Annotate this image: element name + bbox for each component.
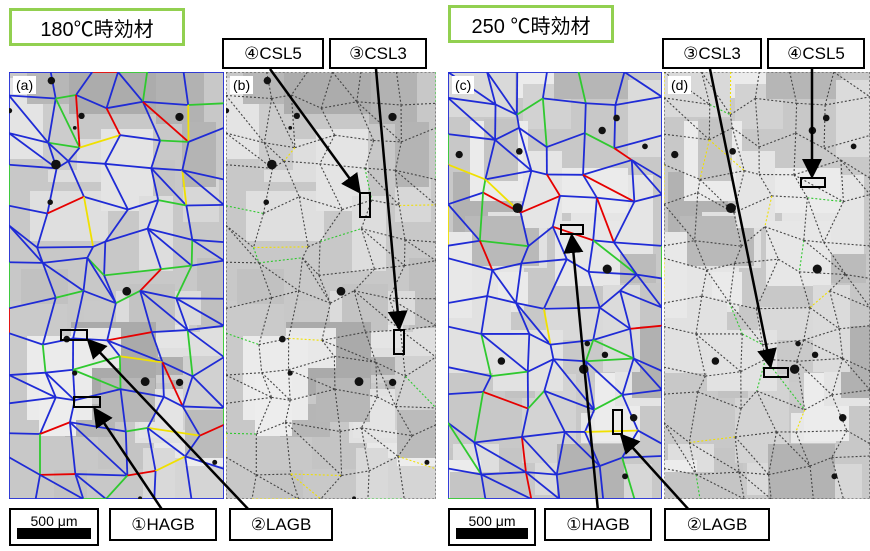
right-lagb-label: ②LAGB [664,508,770,541]
panel-d-letter: (d) [668,76,692,94]
left-scale-text: 500 μm [30,513,78,529]
left-csl5-label-text: ④CSL5 [244,43,302,63]
left-csl3-label: ③CSL3 [329,38,427,69]
right-csl3-label: ③CSL3 [662,38,762,69]
left-csl3-label-text: ③CSL3 [349,43,407,63]
left-title: 180℃時効材 [9,8,185,46]
right-title: 250 ℃時効材 [448,5,614,43]
panel-a-map [9,72,224,499]
left-lagb-label-text: ②LAGB [250,514,312,534]
panel-b-map [226,72,436,499]
left-title-text: 180℃時効材 [40,18,154,41]
left-scale-bar-line [17,528,91,539]
left-lagb-label: ②LAGB [229,508,333,541]
right-csl5-label-text: ④CSL5 [787,43,845,63]
right-scale-bar: 500 μm [448,508,536,546]
panel-a-letter: (a) [13,76,37,94]
panel-b-letter: (b) [230,76,254,94]
right-csl3-label-text: ③CSL3 [683,43,741,63]
right-hagb-label: ①HAGB [544,508,652,541]
right-scale-text: 500 μm [468,513,516,529]
left-hagb-label-text: ①HAGB [131,514,195,534]
panel-d: (d) [664,72,870,499]
right-scale-bar-line [456,528,528,539]
panel-c-map [448,72,662,499]
right-lagb-label-text: ②LAGB [686,514,748,534]
left-csl5-label: ④CSL5 [222,38,324,69]
right-hagb-label-text: ①HAGB [566,514,630,534]
panel-b: (b) [226,72,436,499]
right-csl5-label: ④CSL5 [767,38,865,69]
panel-a: (a) [9,72,224,499]
panel-c-letter: (c) [452,76,475,94]
left-hagb-label: ①HAGB [109,508,217,541]
panel-d-map [664,72,870,499]
right-title-text: 250 ℃時効材 [471,15,591,38]
left-scale-bar: 500 μm [9,508,99,546]
panel-c: (c) [448,72,662,499]
